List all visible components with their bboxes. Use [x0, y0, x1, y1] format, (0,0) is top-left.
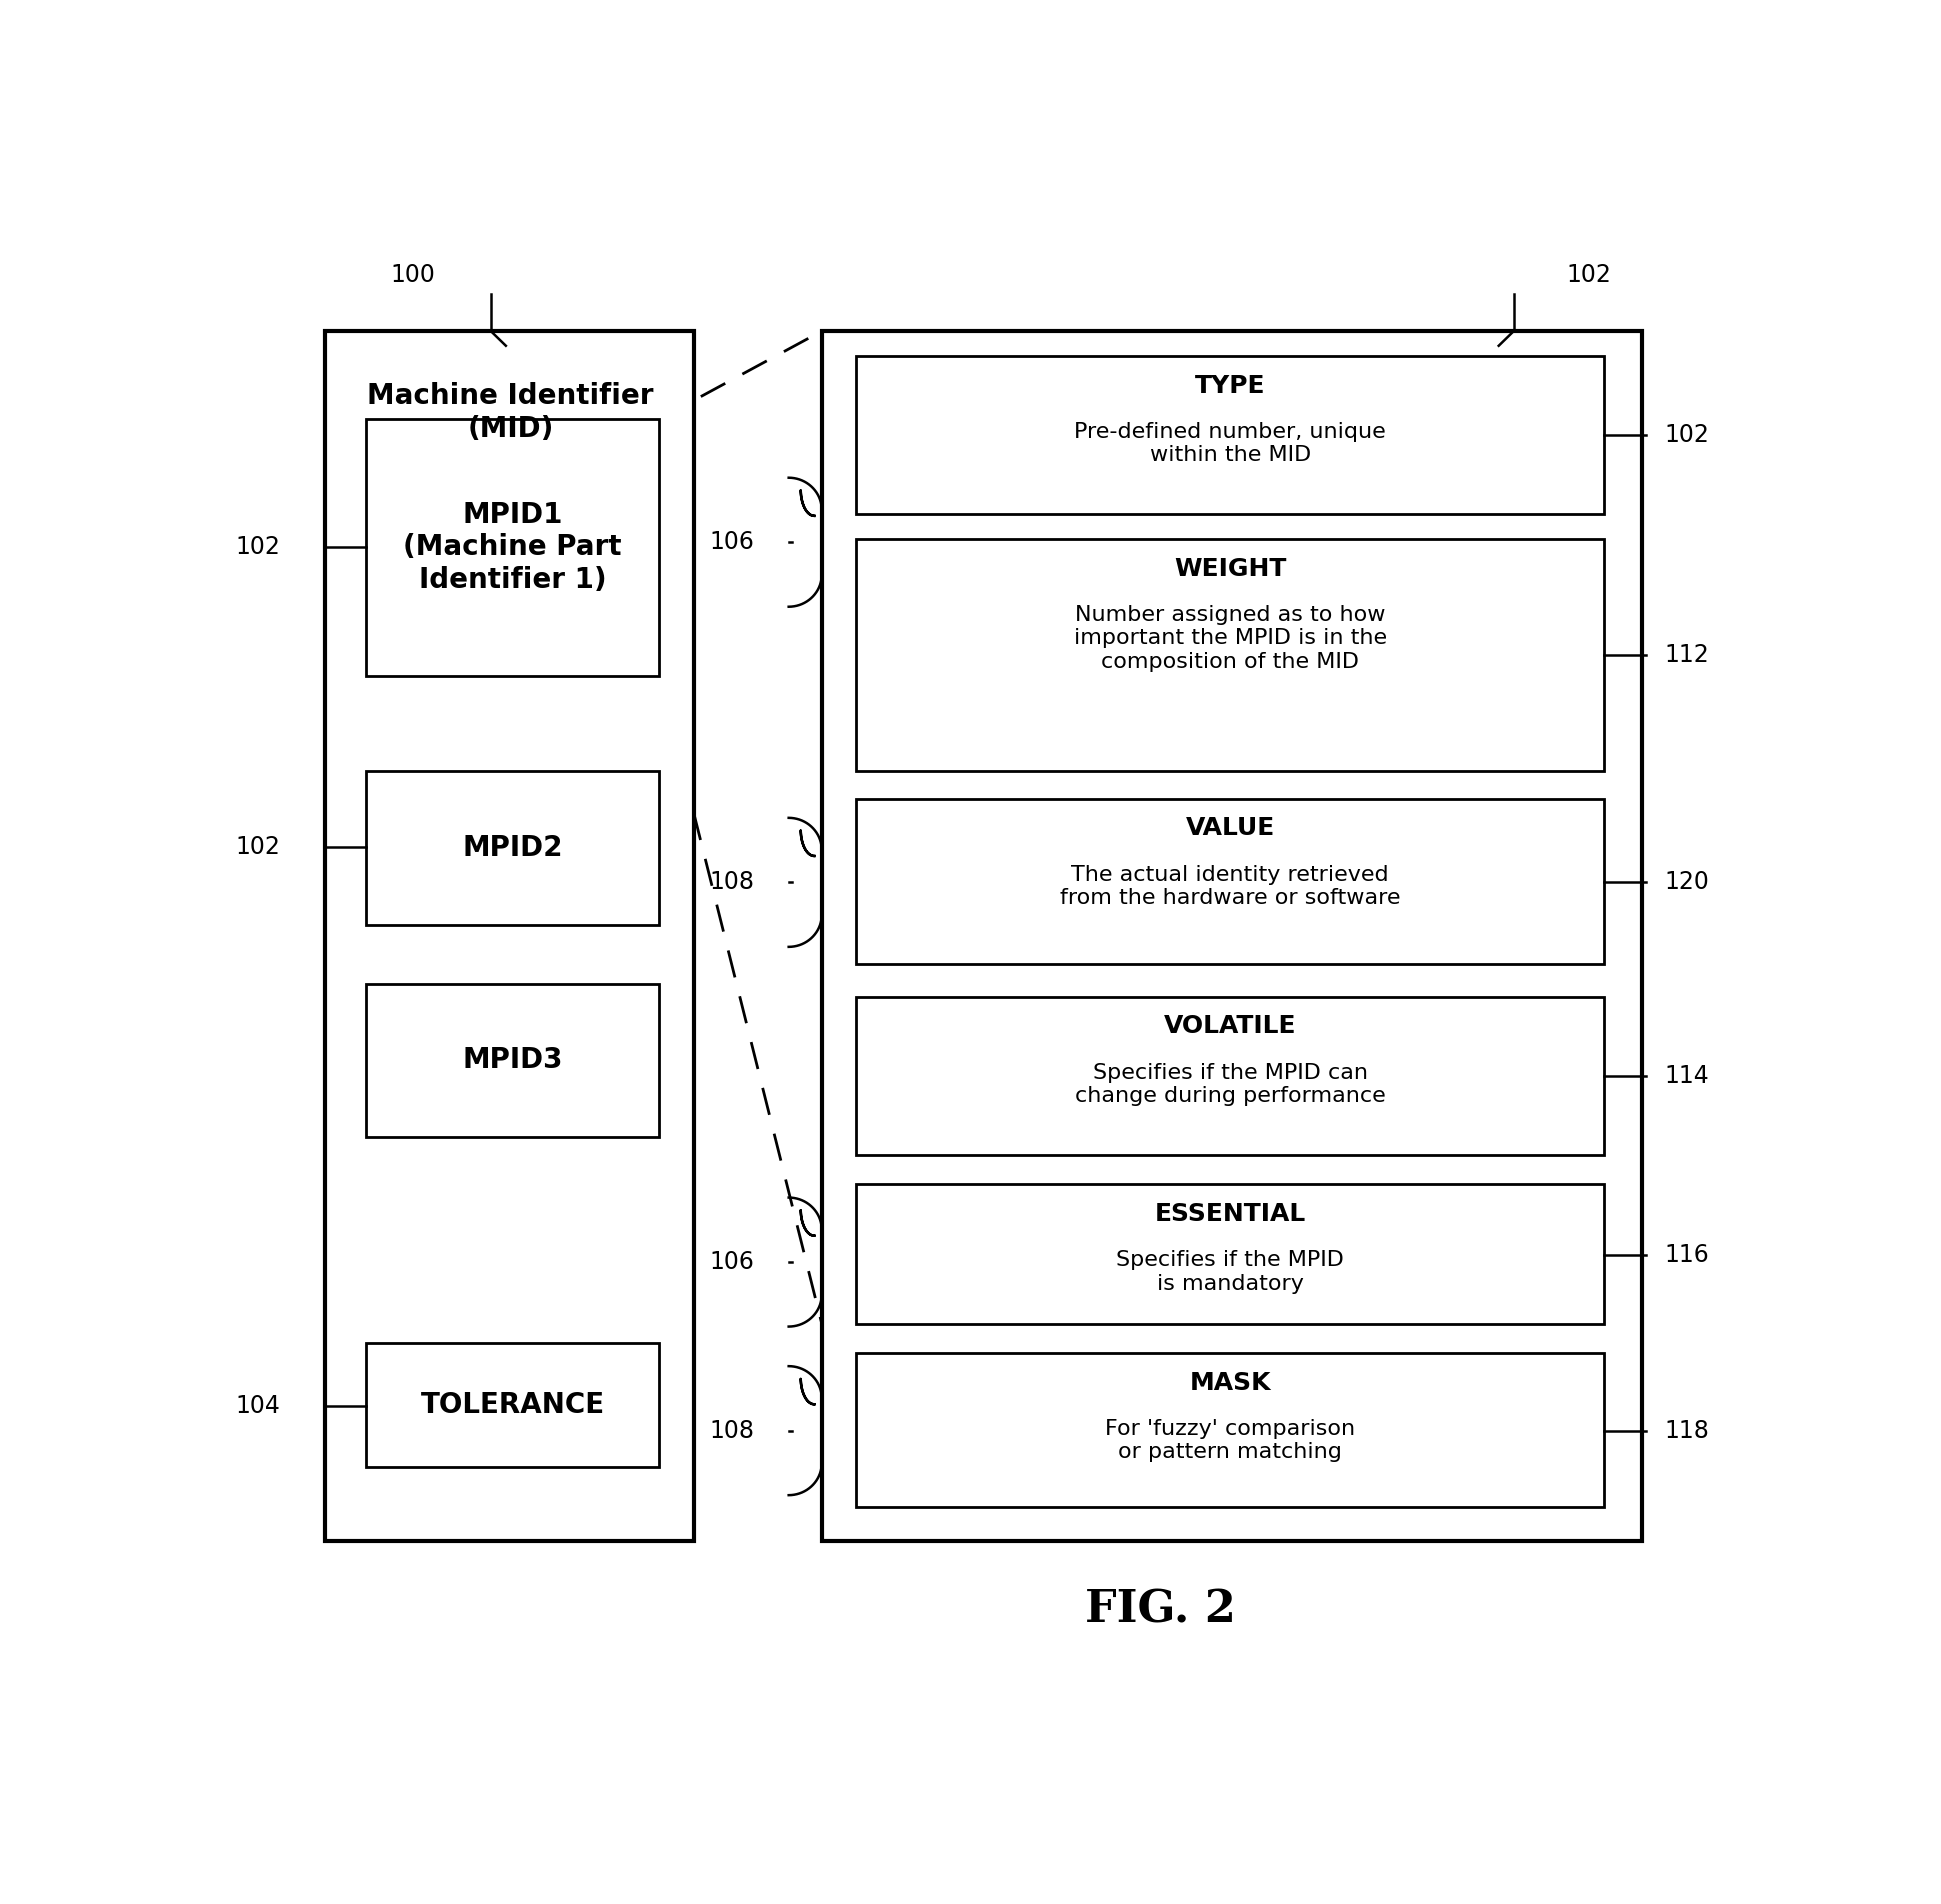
Bar	[856, 1184, 1603, 1323]
Text: Machine Identifier
(MID): Machine Identifier (MID)	[367, 383, 654, 444]
Text: Specifies if the MPID
is mandatory: Specifies if the MPID is mandatory	[1116, 1251, 1343, 1293]
Text: 100: 100	[390, 263, 435, 288]
Text: 102: 102	[1566, 263, 1611, 288]
Text: 108: 108	[708, 1418, 755, 1443]
Text: 116: 116	[1663, 1243, 1708, 1266]
Text: 106: 106	[708, 529, 755, 554]
Bar	[367, 984, 660, 1137]
Text: MPID1
(Machine Part
Identifier 1): MPID1 (Machine Part Identifier 1)	[404, 501, 621, 594]
Text: FIG. 2: FIG. 2	[1085, 1588, 1236, 1632]
Text: VOLATILE: VOLATILE	[1165, 1015, 1297, 1038]
Bar	[856, 800, 1603, 965]
Bar	[367, 1342, 660, 1468]
Text: For 'fuzzy' comparison
or pattern matching: For 'fuzzy' comparison or pattern matchi…	[1104, 1418, 1355, 1462]
Text: Specifies if the MPID can
change during performance: Specifies if the MPID can change during …	[1075, 1062, 1386, 1106]
Text: The actual identity retrieved
from the hardware or software: The actual identity retrieved from the h…	[1060, 864, 1401, 908]
Text: 120: 120	[1663, 870, 1708, 895]
Text: TOLERANCE: TOLERANCE	[421, 1392, 606, 1418]
Bar	[367, 771, 660, 925]
Bar	[856, 1354, 1603, 1506]
Text: 112: 112	[1663, 644, 1708, 666]
Text: 118: 118	[1663, 1418, 1708, 1443]
Text: 108: 108	[708, 870, 755, 895]
Text: 102: 102	[235, 535, 280, 558]
Bar	[856, 996, 1603, 1156]
Text: 102: 102	[1663, 423, 1708, 447]
Text: 104: 104	[235, 1394, 280, 1418]
Bar	[326, 331, 695, 1540]
Text: 106: 106	[708, 1251, 755, 1274]
Text: MPID2: MPID2	[462, 834, 563, 863]
Bar	[367, 419, 660, 676]
Text: TYPE: TYPE	[1196, 373, 1266, 398]
Text: Number assigned as to how
important the MPID is in the
composition of the MID: Number assigned as to how important the …	[1073, 605, 1386, 672]
Text: WEIGHT: WEIGHT	[1174, 556, 1287, 581]
Text: 114: 114	[1663, 1064, 1708, 1087]
Text: MASK: MASK	[1190, 1371, 1271, 1394]
Text: ESSENTIAL: ESSENTIAL	[1155, 1201, 1306, 1226]
Bar	[856, 356, 1603, 514]
Bar	[856, 539, 1603, 771]
Bar	[821, 331, 1642, 1540]
Text: MPID3: MPID3	[462, 1047, 563, 1074]
Text: 102: 102	[235, 836, 280, 859]
Text: Pre-defined number, unique
within the MID: Pre-defined number, unique within the MI…	[1073, 423, 1386, 465]
Text: VALUE: VALUE	[1186, 817, 1275, 840]
